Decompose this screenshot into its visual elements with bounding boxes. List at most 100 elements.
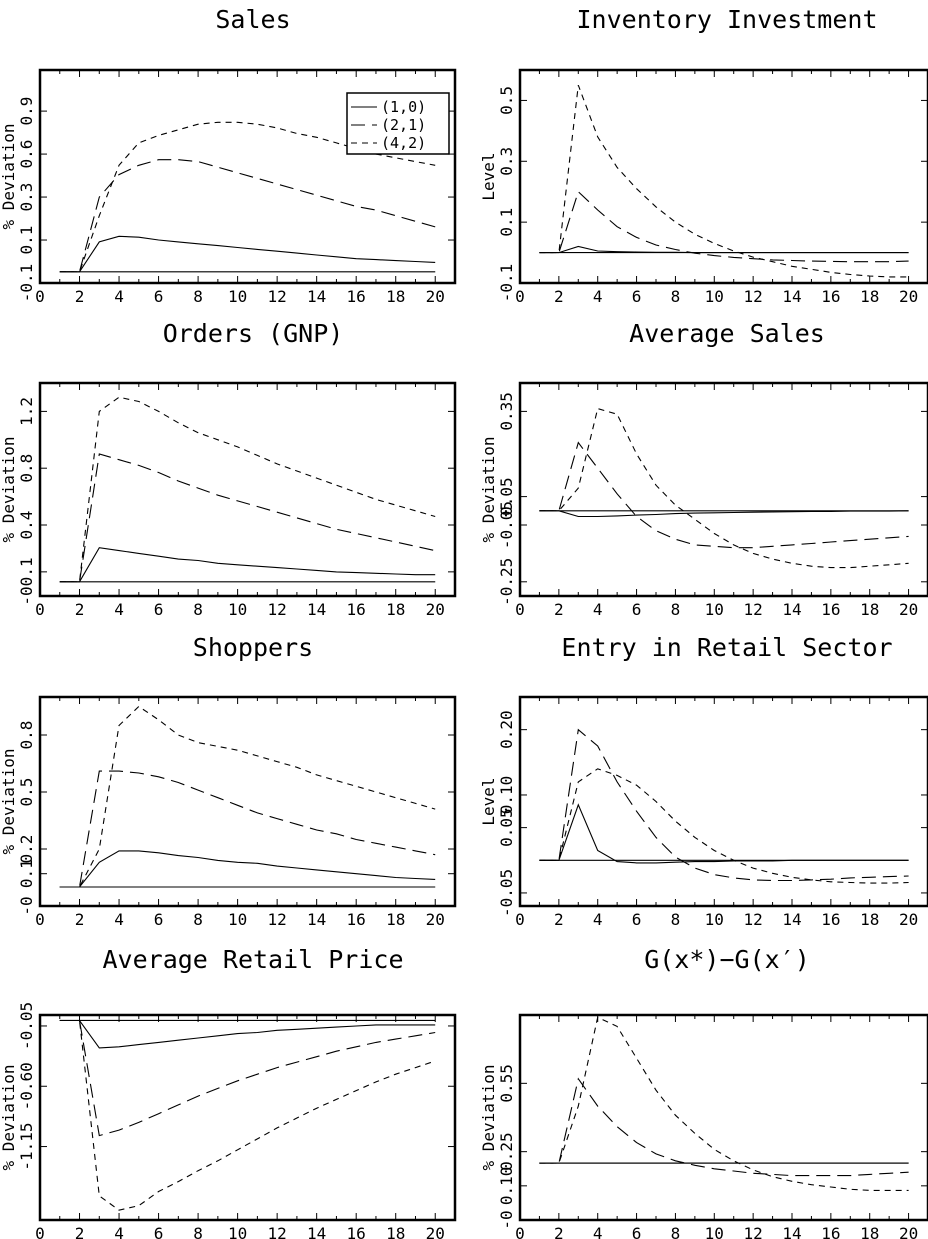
plot-frame bbox=[518, 1013, 928, 1222]
y-tick-label: 0.10 bbox=[497, 1167, 516, 1206]
chart-title: Average Sales bbox=[629, 319, 825, 348]
x-tick-label: 12 bbox=[268, 600, 287, 619]
plot-frame bbox=[518, 695, 928, 908]
y-tick-label: 0.5 bbox=[17, 778, 36, 807]
x-tick-label: 6 bbox=[154, 287, 164, 306]
y-tick-label: 0.6 bbox=[17, 140, 36, 169]
x-tick-label: 10 bbox=[228, 287, 247, 306]
series-line bbox=[539, 190, 909, 263]
y-tick-label: -0.60 bbox=[17, 1062, 36, 1110]
series-line bbox=[539, 803, 909, 864]
y-tick-label: -0 bbox=[497, 1210, 516, 1229]
y-tick-label: -0.25 bbox=[497, 558, 516, 606]
y-tick-label: -0.1 bbox=[17, 264, 36, 303]
y-axis-label: % Deviation bbox=[479, 437, 498, 543]
x-tick-label: 10 bbox=[705, 600, 724, 619]
x-tick-label: 0 bbox=[35, 1224, 45, 1239]
x-tick-label: 2 bbox=[75, 910, 85, 929]
y-axis-label: % Deviation bbox=[0, 749, 18, 855]
y-tick-label: 0.05 bbox=[497, 808, 516, 847]
x-tick-label: 18 bbox=[860, 287, 879, 306]
chart-title: Entry in Retail Sector bbox=[561, 633, 892, 662]
x-tick-label: 0 bbox=[515, 600, 525, 619]
y-tick-label: 0.05 bbox=[497, 477, 516, 516]
y-tick-label: 0.20 bbox=[497, 710, 516, 749]
chart-panel-3: Orders (GNP) 0 2 4 6 8 10 12 14 16 18 20 -00.1 0.4 0.8… bbox=[0, 319, 457, 619]
series-line bbox=[59, 547, 436, 583]
x-tick-label: 20 bbox=[899, 287, 918, 306]
y-tick-label: 0.10 bbox=[497, 776, 516, 815]
x-tick-label: 6 bbox=[154, 600, 164, 619]
x-tick-label: 8 bbox=[193, 910, 203, 929]
series-line bbox=[59, 235, 436, 273]
x-tick-label: 6 bbox=[154, 1224, 164, 1239]
series-line bbox=[539, 441, 909, 549]
x-tick-label: 14 bbox=[782, 1224, 801, 1239]
y-axis-label: % Deviation bbox=[0, 1065, 18, 1171]
x-tick-label: 18 bbox=[386, 1224, 405, 1239]
y-tick-label: 1.2 bbox=[17, 397, 36, 426]
x-tick-label: 16 bbox=[821, 287, 840, 306]
series-line bbox=[59, 159, 436, 273]
y-tick-label: 0.55 bbox=[497, 1064, 516, 1103]
y-tick-label: 0.35 bbox=[497, 392, 516, 431]
y-tick-label: -0 bbox=[17, 896, 36, 915]
x-tick-label: 4 bbox=[114, 910, 124, 929]
x-tick-label: 18 bbox=[386, 910, 405, 929]
x-tick-label: 10 bbox=[705, 910, 724, 929]
series-line bbox=[539, 245, 909, 254]
x-tick-label: 2 bbox=[554, 600, 564, 619]
chart-title: Inventory Investment bbox=[576, 5, 877, 34]
x-tick-label: 4 bbox=[593, 910, 603, 929]
series-line bbox=[59, 1019, 436, 1049]
x-tick-label: 16 bbox=[821, 600, 840, 619]
x-tick-label: 14 bbox=[782, 910, 801, 929]
x-tick-label: 20 bbox=[426, 287, 445, 306]
x-tick-label: 16 bbox=[347, 287, 366, 306]
x-tick-label: 20 bbox=[899, 910, 918, 929]
y-tick-label: 0.1 bbox=[497, 208, 516, 237]
x-tick-label: 14 bbox=[307, 1224, 326, 1239]
x-tick-label: 18 bbox=[860, 600, 879, 619]
x-tick-label: 20 bbox=[426, 910, 445, 929]
x-tick-label: 20 bbox=[899, 1224, 918, 1239]
y-tick-label: 0.25 bbox=[497, 1132, 516, 1171]
x-tick-label: 18 bbox=[860, 1224, 879, 1239]
x-tick-label: 0 bbox=[35, 287, 45, 306]
plot-frame bbox=[38, 381, 457, 598]
y-axis-label: % Deviation bbox=[0, 437, 18, 543]
chart-panel-8: G(x*)−G(x′) 0 2 4 6 8 10 12 14 16 18 20 -0 0.100.25 0.… bbox=[479, 945, 928, 1239]
series-line bbox=[59, 705, 436, 888]
y-tick-label: 0.4 bbox=[17, 511, 36, 540]
series-line bbox=[59, 1019, 436, 1211]
y-tick-label: 0.9 bbox=[17, 97, 36, 126]
series-line bbox=[539, 510, 909, 518]
y-tick-label: 0.3 bbox=[497, 147, 516, 176]
x-tick-label: 16 bbox=[347, 600, 366, 619]
y-tick-label: 0.1 bbox=[17, 859, 36, 888]
series-line bbox=[539, 85, 909, 278]
y-tick-label: 0.2 bbox=[17, 835, 36, 864]
x-tick-label: 6 bbox=[632, 1224, 642, 1239]
x-tick-label: 16 bbox=[821, 1224, 840, 1239]
x-tick-label: 12 bbox=[744, 1224, 763, 1239]
x-tick-label: 2 bbox=[554, 910, 564, 929]
series-line bbox=[539, 728, 909, 882]
legend: (1,0)(2,1)(4,2) bbox=[346, 92, 450, 155]
chart-title: Orders (GNP) bbox=[163, 319, 344, 348]
x-tick-label: 18 bbox=[386, 287, 405, 306]
x-tick-label: 8 bbox=[193, 600, 203, 619]
x-tick-label: 20 bbox=[426, 600, 445, 619]
x-tick-label: 8 bbox=[193, 287, 203, 306]
chart-panel-1: Sales 0 2 4 6 8 10 12 14 16 18 20 -0.1 0.1 0.3 0.6 0.9% … bbox=[0, 5, 457, 306]
x-tick-label: 0 bbox=[35, 910, 45, 929]
legend-label: (2,1) bbox=[381, 116, 426, 134]
x-tick-label: 4 bbox=[593, 1224, 603, 1239]
x-tick-label: 12 bbox=[268, 910, 287, 929]
chart-panel-5: Shoppers 0 2 4 6 8 10 12 14 16 18 20 -0 0.10.2 0.5 0.8%… bbox=[0, 633, 457, 929]
y-tick-label: -0.1 bbox=[497, 264, 516, 303]
x-tick-label: 2 bbox=[554, 1224, 564, 1239]
series-line bbox=[539, 1016, 909, 1191]
x-tick-label: 2 bbox=[554, 287, 564, 306]
x-tick-label: 20 bbox=[899, 600, 918, 619]
